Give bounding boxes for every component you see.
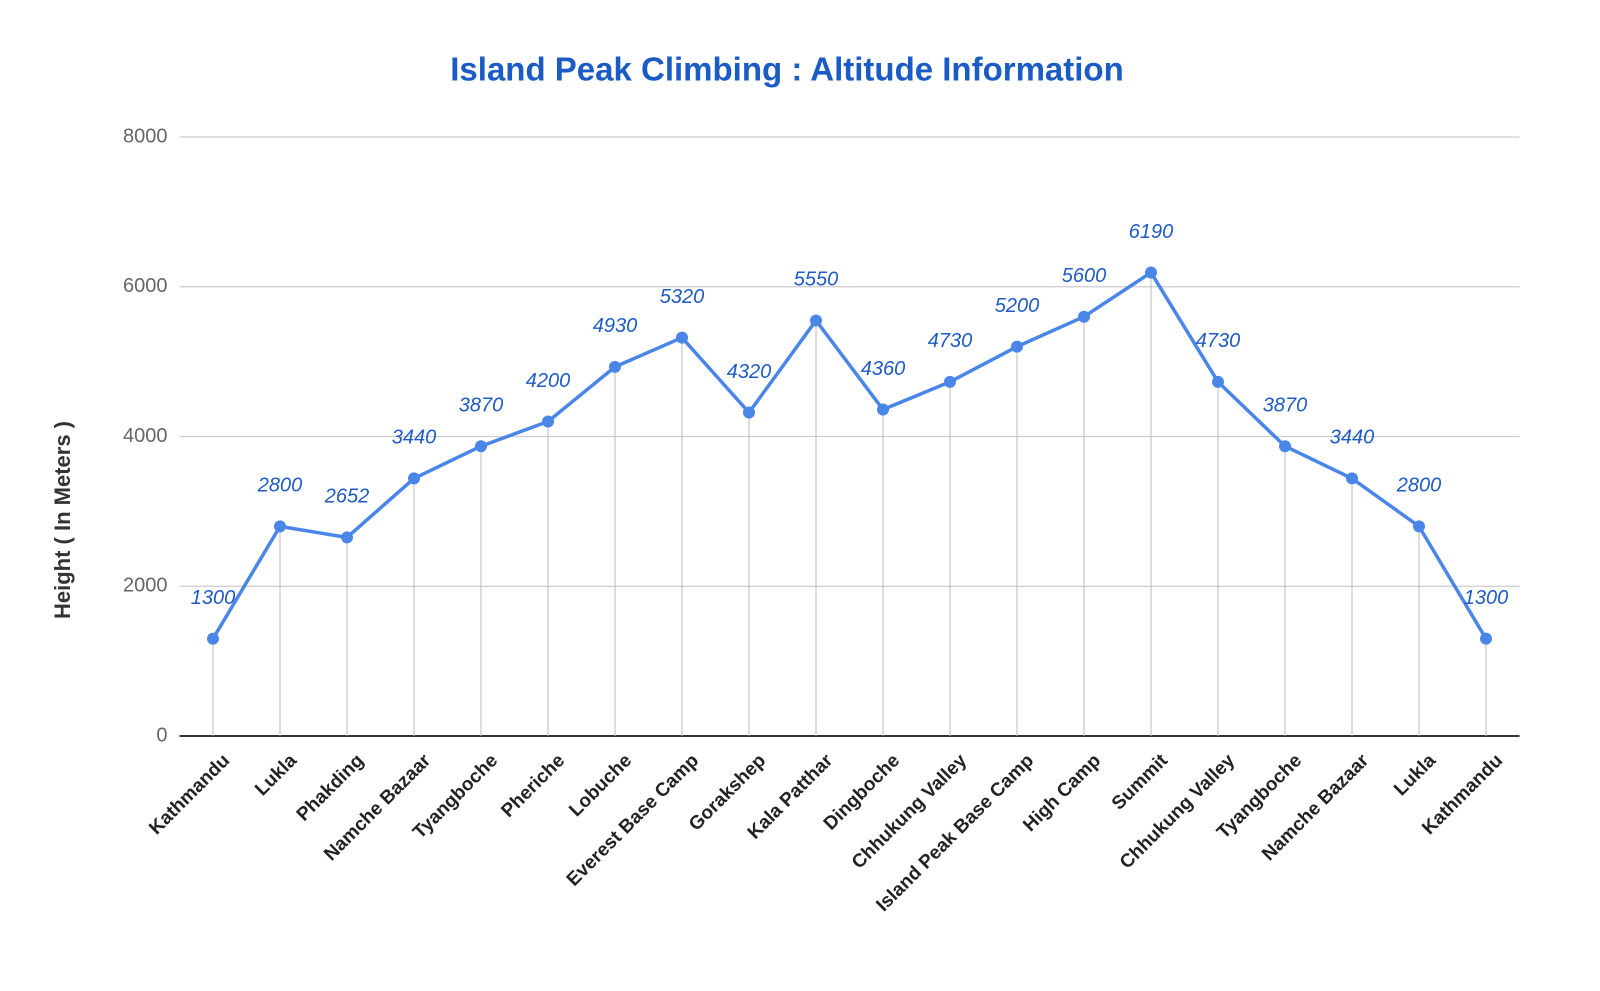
x-tick-label: Chhukung Valley: [1116, 750, 1239, 873]
x-tick-label: Lukla: [251, 750, 301, 800]
point: [1413, 520, 1425, 533]
point: [274, 520, 286, 533]
data-label: 3440: [1330, 427, 1375, 449]
point: [341, 531, 353, 544]
data-label: 2800: [257, 475, 303, 497]
x-tick-label: Lobuche: [565, 750, 636, 821]
point: [743, 406, 755, 419]
point: [1212, 375, 1224, 388]
data-label: 5550: [794, 269, 839, 291]
data-label: 4730: [928, 330, 973, 352]
point: [609, 360, 621, 373]
y-tick-label: 8000: [123, 125, 168, 147]
chart-title: Island Peak Climbing : Altitude Informat…: [450, 51, 1124, 88]
y-tick-label: 2000: [123, 575, 168, 597]
point: [542, 415, 554, 428]
point: [1480, 632, 1492, 645]
y-tick-label: 6000: [123, 275, 168, 297]
y-tick-label: 4000: [123, 425, 168, 447]
x-tick-label: Summit: [1108, 750, 1173, 815]
point: [810, 314, 822, 327]
data-label: 2800: [1396, 475, 1442, 497]
point: [1145, 266, 1157, 279]
point: [1346, 472, 1358, 485]
point: [1078, 310, 1090, 323]
data-label: 3440: [392, 427, 437, 449]
point: [408, 472, 420, 485]
data-label: 5200: [995, 295, 1040, 317]
data-label: 4200: [526, 370, 571, 392]
y-axis-label: Height ( In Meters ): [50, 421, 75, 619]
point: [877, 403, 889, 416]
data-label: 4730: [1196, 330, 1241, 352]
data-label: 6190: [1129, 221, 1174, 243]
point: [944, 375, 956, 388]
data-label: 5600: [1062, 265, 1107, 287]
data-label: 1300: [1464, 587, 1509, 609]
data-label: 5320: [660, 286, 705, 308]
line: [211, 270, 1488, 640]
data-label: 3870: [1263, 395, 1308, 417]
x-tick-label: Lukla: [1390, 750, 1440, 800]
data-label: 4320: [727, 361, 772, 383]
point: [207, 632, 219, 645]
data-label: 3870: [459, 395, 504, 417]
x-tick-label: Kathmandu: [145, 750, 234, 839]
point: [475, 440, 487, 453]
point: [1279, 440, 1291, 453]
data-label: 2652: [324, 486, 370, 508]
data-label: 4930: [593, 315, 638, 337]
x-tick-label: Everest Base Camp: [563, 750, 703, 890]
data-label: 1300: [191, 587, 236, 609]
point: [1011, 340, 1023, 353]
x-tick-label: Pheriche: [497, 750, 569, 822]
data-label: 4360: [861, 358, 906, 380]
point: [676, 331, 688, 344]
y-tick-label: 0: [156, 724, 167, 746]
x-tick-label: Chhukung Valley: [848, 750, 971, 873]
